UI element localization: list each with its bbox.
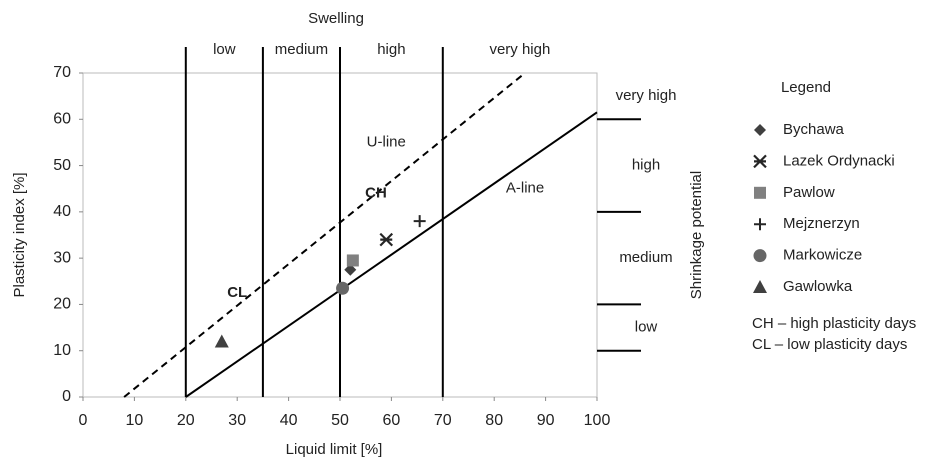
y-tick-label: 50 xyxy=(53,157,71,174)
line-label: U-line xyxy=(367,133,406,150)
legend-marker xyxy=(754,218,766,231)
y-tick-label: 0 xyxy=(62,388,71,405)
y-tick-label: 60 xyxy=(53,111,71,128)
note: CL – low plasticity days xyxy=(752,336,907,353)
legend-label: Mejznerzyn xyxy=(783,215,860,232)
legend-marker xyxy=(753,249,767,263)
shrinkage-class: very high xyxy=(616,87,677,104)
swelling-title: Swelling xyxy=(308,10,364,27)
legend-label: Pawlow xyxy=(783,184,835,201)
x-tick-label: 20 xyxy=(177,412,195,429)
legend-marker xyxy=(754,124,766,136)
legend-label: Markowicze xyxy=(783,247,862,264)
y-tick-label: 30 xyxy=(53,249,71,266)
shrinkage-class: low xyxy=(635,319,658,336)
data-point xyxy=(344,263,357,276)
x-tick-label: 0 xyxy=(79,412,88,429)
x-tick-label: 60 xyxy=(383,412,401,429)
y-tick-label: 20 xyxy=(53,296,71,313)
shrinkage-class: medium xyxy=(619,249,672,266)
x-tick-label: 90 xyxy=(537,412,555,429)
legend-marker xyxy=(753,154,767,169)
line-label: A-line xyxy=(506,180,544,197)
data-point xyxy=(379,232,394,247)
x-tick-label: 80 xyxy=(485,412,503,429)
swelling-class: very high xyxy=(489,41,550,58)
y-tick-label: 40 xyxy=(53,203,71,220)
zone-label: CH xyxy=(365,184,387,201)
x-tick-label: 10 xyxy=(126,412,144,429)
legend-label: Bychawa xyxy=(783,121,845,138)
zone-label: CL xyxy=(227,284,247,301)
x-tick-label: 30 xyxy=(228,412,246,429)
data-point xyxy=(413,215,426,228)
shrinkage-title: Shrinkage potential xyxy=(688,171,705,299)
x-axis-title: Liquid limit [%] xyxy=(286,441,383,458)
x-tick-label: 100 xyxy=(584,412,611,429)
legend-title: Legend xyxy=(781,79,831,96)
shrinkage-class: high xyxy=(632,157,660,174)
data-point xyxy=(336,281,350,295)
y-tick-label: 70 xyxy=(53,64,71,81)
swelling-class: high xyxy=(377,41,405,58)
x-tick-label: 40 xyxy=(280,412,298,429)
legend-marker xyxy=(753,280,767,293)
legend-label: Gawlowka xyxy=(783,278,853,295)
legend-label: Lazek Ordynacki xyxy=(783,152,895,169)
swelling-class: medium xyxy=(275,41,328,58)
x-tick-label: 50 xyxy=(331,412,349,429)
reference-line xyxy=(123,72,526,398)
data-point xyxy=(346,254,359,267)
y-axis-title: Plasticity index [%] xyxy=(11,172,28,297)
x-tick-label: 70 xyxy=(434,412,452,429)
note: CH – high plasticity days xyxy=(752,315,916,332)
data-point xyxy=(214,334,229,348)
swelling-class: low xyxy=(213,41,236,58)
legend-marker xyxy=(754,186,766,199)
reference-line xyxy=(185,111,598,398)
y-tick-label: 10 xyxy=(53,342,71,359)
